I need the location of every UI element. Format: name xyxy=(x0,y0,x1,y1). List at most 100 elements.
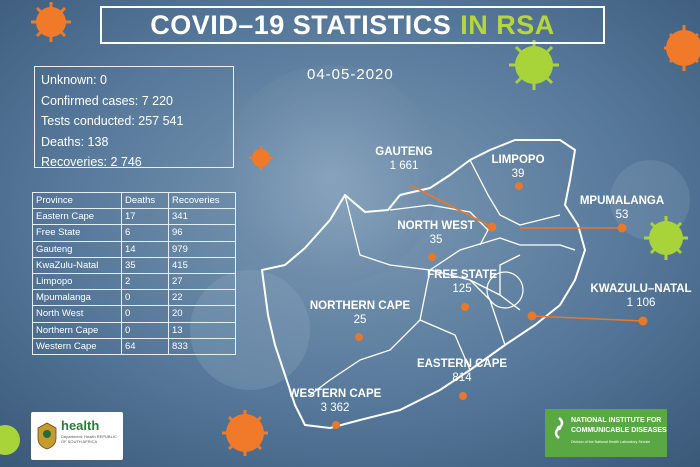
header-recoveries: Recoveries xyxy=(168,191,236,210)
cell-province: Free State xyxy=(32,224,122,242)
marker-kwazulu-natal-end xyxy=(638,316,648,326)
nicd-tagline: Division of the National Health Laborato… xyxy=(571,440,651,444)
table-row: Eastern Cape 17 341 xyxy=(32,208,236,226)
cell-deaths: 0 xyxy=(121,305,169,323)
summary-unknown: Unknown: 0 xyxy=(41,73,108,87)
province-markers xyxy=(332,182,648,429)
cell-recoveries: 13 xyxy=(168,321,236,339)
northern-cape-cases: 25 xyxy=(353,314,367,326)
nicd-name-line1: NATIONAL INSTITUTE FOR xyxy=(571,417,662,424)
title-accent: IN RSA xyxy=(460,9,555,40)
free-state-cases: 125 xyxy=(452,283,472,295)
marker-gauteng xyxy=(487,222,497,232)
label-northern-cape: NORTHERN CAPE 25 xyxy=(310,299,410,327)
western-cape-name: WESTERN CAPE xyxy=(288,388,382,400)
cell-recoveries: 22 xyxy=(168,289,236,307)
province-table: Province Deaths Recoveries Eastern Cape 1… xyxy=(32,191,236,355)
cell-province: Mpumalanga xyxy=(32,289,122,307)
label-mpumalanga: MPUMALANGA 53 xyxy=(580,194,664,222)
gauteng-cases: 1 661 xyxy=(389,160,419,172)
cell-recoveries: 20 xyxy=(168,305,236,323)
header-deaths: Deaths xyxy=(121,191,169,210)
label-limpopo: LIMPOPO 39 xyxy=(491,153,544,181)
cell-province: Eastern Cape xyxy=(32,208,122,226)
eastern-cape-name: EASTERN CAPE xyxy=(416,358,508,370)
kwazulu-natal-cases: 1 106 xyxy=(626,297,656,309)
cell-recoveries: 833 xyxy=(168,337,236,355)
green-virus-icon xyxy=(509,40,559,90)
health-department-logo: health Department: Health REPUBLIC OF SO… xyxy=(31,412,123,460)
summary-recoveries: Recoveries: 2 746 xyxy=(41,155,142,169)
cell-recoveries: 415 xyxy=(168,256,236,274)
cell-province: KwaZulu-Natal xyxy=(32,256,122,274)
table-row: Northern Cape 0 13 xyxy=(32,321,236,339)
north-west-cases: 35 xyxy=(429,234,443,246)
marker-eastern-cape xyxy=(459,392,467,400)
table-row: North West 0 20 xyxy=(32,305,236,323)
green-virus-icon xyxy=(0,425,20,455)
cell-recoveries: 341 xyxy=(168,208,236,226)
table-row: Free State 6 96 xyxy=(32,224,236,242)
marker-northern-cape xyxy=(355,333,363,341)
title-main: COVID–19 STATISTICS xyxy=(150,9,452,40)
cell-deaths: 64 xyxy=(121,337,169,355)
label-north-west: NORTH WEST 35 xyxy=(397,219,474,247)
kwazulu-natal-name: KWAZULU–NATAL xyxy=(590,283,692,295)
marker-north-west xyxy=(428,253,436,261)
summary-tests: Tests conducted: 257 541 xyxy=(41,114,184,128)
page-title: COVID–19 STATISTICS IN RSA xyxy=(100,6,605,44)
summary-box: Unknown: 0 Confirmed cases: 7 220 Tests … xyxy=(34,66,234,169)
connector-lines xyxy=(409,184,644,322)
eastern-cape-cases: 814 xyxy=(452,372,472,384)
north-west-name: NORTH WEST xyxy=(397,220,475,232)
label-western-cape: WESTERN CAPE 3 362 xyxy=(289,387,382,415)
cell-deaths: 35 xyxy=(121,256,169,274)
cell-province: Northern Cape xyxy=(32,321,122,339)
mpumalanga-name: MPUMALANGA xyxy=(579,195,665,207)
cell-province: North West xyxy=(32,305,122,323)
cell-recoveries: 27 xyxy=(168,272,236,291)
cell-deaths: 0 xyxy=(121,289,169,307)
label-eastern-cape: EASTERN CAPE 814 xyxy=(417,357,507,385)
limpopo-name: LIMPOPO xyxy=(491,154,545,166)
orange-virus-icon xyxy=(249,146,273,170)
table-row: KwaZulu-Natal 35 415 xyxy=(32,256,236,274)
label-gauteng: GAUTENG 1 661 xyxy=(375,145,433,173)
south-africa-map xyxy=(261,139,586,429)
table-row: Limpopo 2 27 xyxy=(32,272,236,291)
mpumalanga-cases: 53 xyxy=(615,209,629,221)
cell-recoveries: 979 xyxy=(168,240,236,258)
gauteng-name: GAUTENG xyxy=(375,146,433,158)
header-province: Province xyxy=(32,191,122,210)
coat-of-arms-icon xyxy=(37,422,57,450)
marker-mpumalanga xyxy=(617,223,627,233)
western-cape-cases: 3 362 xyxy=(320,402,350,414)
table-header-row: Province Deaths Recoveries xyxy=(32,191,236,210)
health-subtitle: Department: Health REPUBLIC OF SOUTH AFR… xyxy=(61,434,117,444)
cell-deaths: 14 xyxy=(121,240,169,258)
orange-virus-icon xyxy=(222,410,268,456)
cell-deaths: 17 xyxy=(121,208,169,226)
health-word: health xyxy=(61,418,100,433)
nicd-emblem-icon xyxy=(554,417,564,439)
marker-limpopo xyxy=(515,182,523,190)
cell-province: Limpopo xyxy=(32,272,122,291)
summary-deaths: Deaths: 138 xyxy=(41,134,109,149)
nicd-name-line2: COMMUNICABLE DISEASES xyxy=(571,427,667,434)
cell-province: Western Cape xyxy=(32,337,122,355)
cell-deaths: 6 xyxy=(121,224,169,242)
label-kwazulu-natal: KWAZULU–NATAL 1 106 xyxy=(590,282,691,310)
marker-kwazulu-natal xyxy=(527,311,537,321)
orange-virus-icon xyxy=(31,2,71,42)
cell-recoveries: 96 xyxy=(168,224,236,242)
free-state-name: FREE STATE xyxy=(427,269,497,281)
orange-virus-icon xyxy=(664,25,700,71)
limpopo-cases: 39 xyxy=(511,168,525,180)
table-row: Mpumalanga 0 22 xyxy=(32,289,236,307)
table-row: Western Cape 64 833 xyxy=(32,337,236,355)
cell-deaths: 2 xyxy=(121,272,169,291)
nicd-logo: NATIONAL INSTITUTE FOR COMMUNICABLE DISE… xyxy=(545,409,667,457)
cell-province: Gauteng xyxy=(32,240,122,258)
label-free-state: FREE STATE 125 xyxy=(427,268,497,296)
cell-deaths: 0 xyxy=(121,321,169,339)
